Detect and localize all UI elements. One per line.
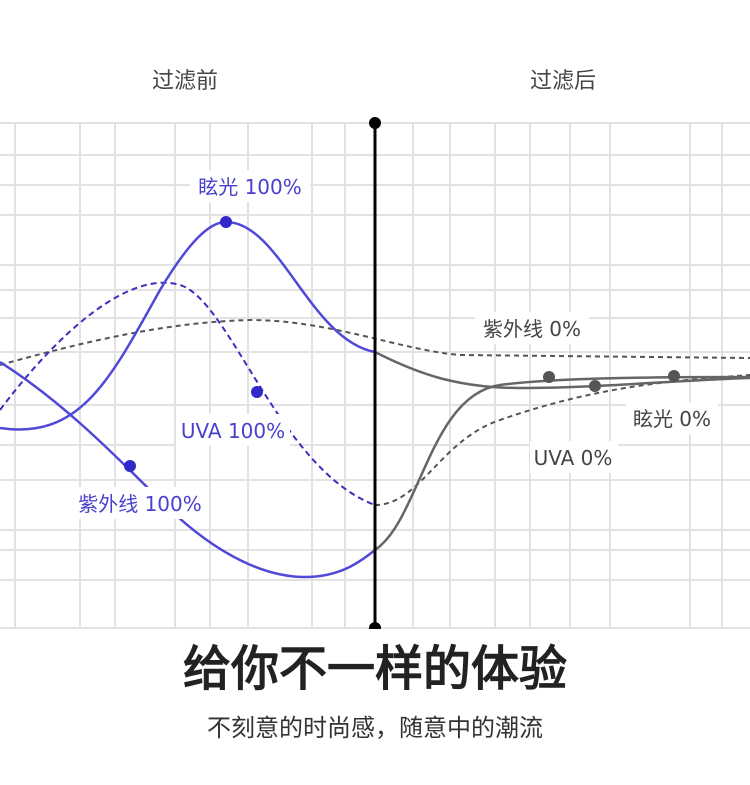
- point: [220, 216, 232, 228]
- divider-dot: [369, 117, 381, 129]
- uva-label: UVA 0%: [534, 446, 613, 470]
- uv-label: 紫外线 100%: [78, 492, 202, 516]
- uva-curve-before: [0, 281, 376, 506]
- point: [251, 386, 263, 398]
- before-heading: 过滤前: [152, 69, 218, 94]
- glare-curve-before: [0, 220, 376, 431]
- uva-label: UVA 100%: [181, 419, 285, 443]
- after-heading: 过滤后: [530, 69, 596, 94]
- glare-label: 眩光 0%: [633, 407, 711, 431]
- point: [668, 370, 680, 382]
- point: [124, 460, 136, 472]
- point: [589, 380, 601, 392]
- wide-dashed-curve: [0, 318, 750, 366]
- glare-label: 眩光 100%: [198, 175, 302, 199]
- glare-curve-after: [374, 350, 750, 390]
- headline: 给你不一样的体验: [183, 641, 567, 697]
- uv-label: 紫外线 0%: [483, 317, 581, 341]
- point: [543, 371, 555, 383]
- subtitle: 不刻意的时尚感，随意中的潮流: [207, 714, 543, 742]
- uv-curve-before: [0, 360, 376, 579]
